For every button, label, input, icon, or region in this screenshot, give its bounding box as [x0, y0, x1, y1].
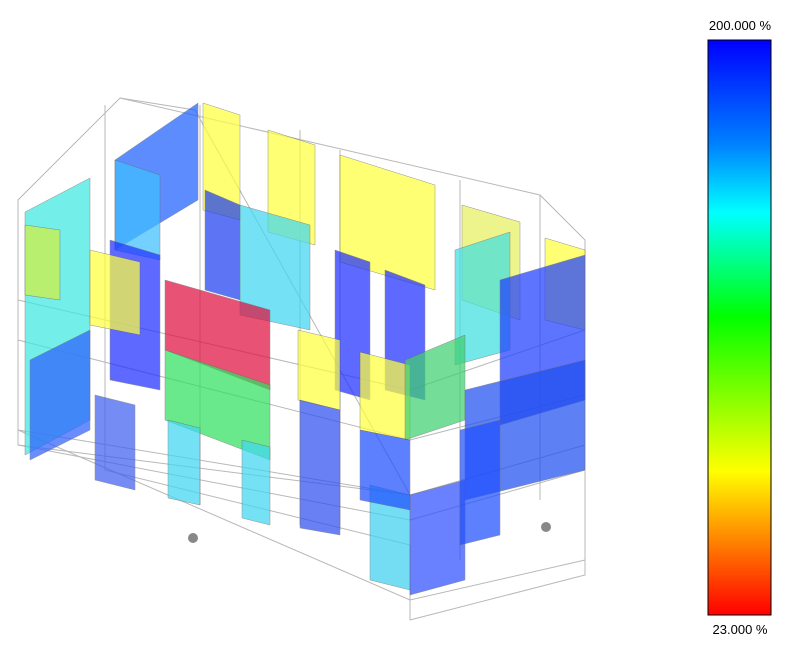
panels: [24, 102, 586, 596]
color-legend: 200.000 % 23.000 %: [707, 18, 772, 637]
support-marker: [541, 522, 551, 532]
legend-min-label: 23.000 %: [713, 622, 768, 637]
legend-max-label: 200.000 %: [709, 18, 772, 33]
color-bar: [707, 39, 772, 616]
building: [17, 97, 586, 621]
support-marker: [188, 533, 198, 543]
